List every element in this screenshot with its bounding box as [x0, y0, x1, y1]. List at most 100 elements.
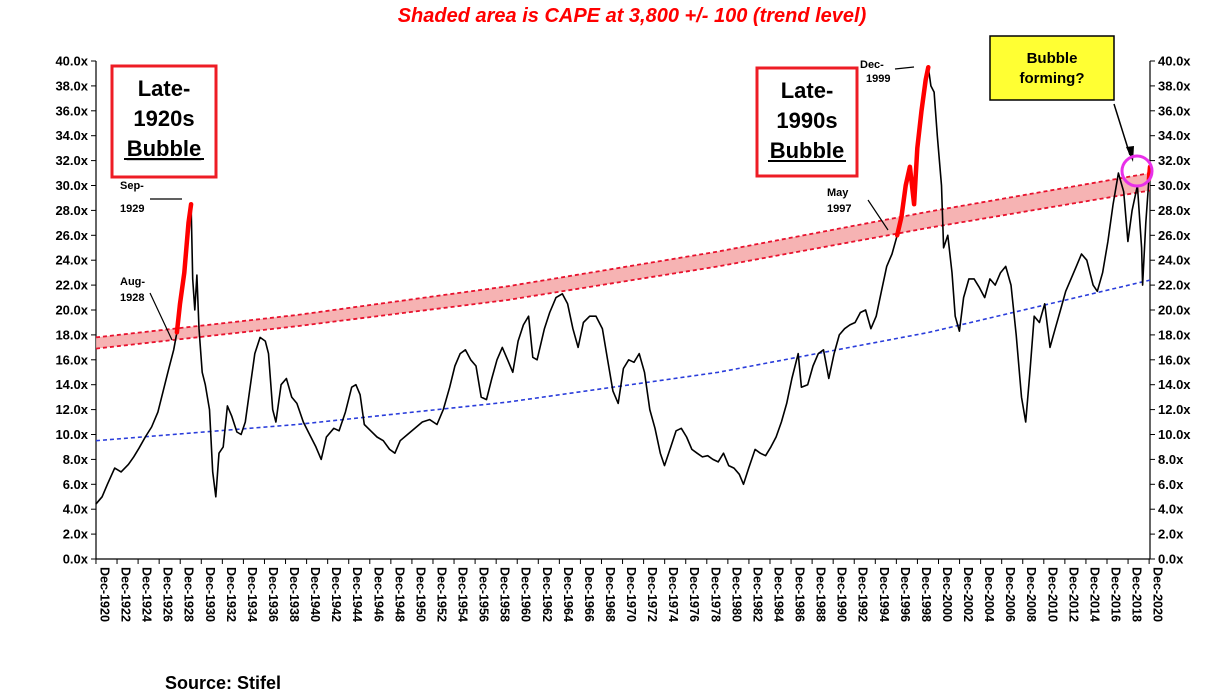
y-tick-label-left: 26.0x: [55, 228, 88, 243]
annotation-layer: Late- 1920s Bubble Late- 1990s Bubble Bu…: [110, 35, 1154, 341]
callout-bubble-forming: [989, 35, 1115, 101]
y-tick-label-right: 14.0x: [1158, 377, 1191, 392]
pointer-may1997: [867, 199, 889, 231]
y-tick-label-left: 22.0x: [55, 278, 88, 293]
y-tick-label-left: 18.0x: [55, 327, 88, 342]
x-tick-label: Dec-1980: [729, 567, 743, 622]
x-tick-label: Dec-1974: [666, 567, 680, 622]
label-sep1929-line2: 1929: [120, 203, 144, 215]
x-tick-label: Dec-2016: [1108, 567, 1122, 622]
y-tick-label-left: 32.0x: [55, 153, 88, 168]
x-tick-label: Dec-1990: [835, 567, 849, 622]
label-may1997-line1: May: [827, 187, 849, 199]
x-axis: Dec-1920 Dec-1922 Dec-1924 Dec-1926 Dec-1928…: [95, 558, 1165, 622]
y-tick-label-left: 8.0x: [63, 452, 89, 467]
x-tick-label: Dec-1994: [877, 567, 891, 622]
x-tick-label: Dec-1956: [477, 567, 491, 622]
x-tick-label: Dec-1920: [97, 567, 111, 622]
x-tick-label: Dec-1966: [582, 567, 596, 622]
y-tick-label-right: 40.0x: [1158, 54, 1191, 69]
x-tick-label: Dec-1948: [392, 567, 406, 622]
y-tick-label-left: 20.0x: [55, 303, 88, 318]
y-tick-label-left: 6.0x: [63, 477, 89, 492]
pointer-dec1999: [894, 66, 915, 70]
x-tick-label: Dec-1936: [266, 567, 280, 622]
x-tick-label: Dec-1950: [413, 567, 427, 622]
highlight-circle: [1120, 154, 1154, 188]
label-sep1929-line1: Sep-: [120, 180, 144, 192]
band-upper-edge: [95, 172, 1151, 339]
y-tick-label-left: 16.0x: [55, 352, 88, 367]
y-tick-label-left: 2.0x: [63, 527, 89, 542]
x-tick-label: Dec-1932: [224, 567, 238, 622]
x-tick-label: Dec-1922: [119, 567, 133, 622]
y-tick-label-right: 34.0x: [1158, 128, 1191, 143]
label-dec1999-line2: 1999: [866, 73, 890, 85]
y-tick-label-right: 12.0x: [1158, 402, 1191, 417]
y-tick-label-right: 36.0x: [1158, 103, 1191, 118]
y-tick-label-right: 4.0x: [1158, 502, 1184, 517]
y-tick-label-left: 40.0x: [55, 54, 88, 69]
y-tick-label-right: 10.0x: [1158, 427, 1191, 442]
box-1920s-line1: Late-: [138, 76, 191, 101]
callout-arrow-line: [1113, 103, 1131, 156]
x-tick-label: Dec-1964: [561, 567, 575, 622]
pointer-aug1928: [149, 292, 173, 341]
x-tick-label: Dec-2014: [1087, 567, 1101, 622]
x-tick-label: Dec-2010: [1045, 567, 1059, 622]
y-tick-label-left: 12.0x: [55, 402, 88, 417]
x-tick-label: Dec-1978: [708, 567, 722, 622]
y-tick-label-left: 38.0x: [55, 78, 88, 93]
x-tick-label: Dec-2012: [1066, 567, 1080, 622]
bubble-highlight-segment: [894, 64, 931, 238]
box-1990s-line2: 1990s: [776, 108, 837, 133]
x-tick-label: Dec-1986: [793, 567, 807, 622]
x-tick-label: Dec-1992: [856, 567, 870, 622]
x-tick-label: Dec-1998: [919, 567, 933, 622]
x-tick-label: Dec-1946: [371, 567, 385, 622]
y-tick-label-right: 38.0x: [1158, 78, 1191, 93]
y-tick-label-left: 4.0x: [63, 502, 89, 517]
label-may1997-line2: 1997: [827, 203, 851, 215]
x-tick-label: Dec-1924: [140, 567, 154, 622]
label-aug1928-line1: Aug-: [120, 276, 145, 288]
x-tick-label: Dec-1982: [750, 567, 764, 622]
cape-series-line: [95, 66, 1151, 505]
x-tick-label: Dec-1970: [624, 567, 638, 622]
y-tick-label-right: 18.0x: [1158, 327, 1191, 342]
x-tick-label: Dec-1984: [771, 567, 785, 622]
x-tick-label: Dec-2018: [1130, 567, 1144, 622]
x-tick-label: Dec-1934: [245, 567, 259, 622]
x-tick-label: Dec-2020: [1151, 567, 1165, 622]
x-tick-label: Dec-1938: [287, 567, 301, 622]
x-tick-label: Dec-1954: [456, 567, 470, 622]
y-tick-label-right: 32.0x: [1158, 153, 1191, 168]
y-tick-label-left: 34.0x: [55, 128, 88, 143]
series-layer: [95, 66, 1151, 505]
x-tick-label: Dec-1962: [540, 567, 554, 622]
x-tick-label: Dec-1952: [434, 567, 448, 622]
x-tick-label: Dec-1926: [161, 567, 175, 622]
y-tick-label-left: 10.0x: [55, 427, 88, 442]
x-tick-label: Dec-1988: [814, 567, 828, 622]
source-note: Source: Stifel: [165, 673, 282, 693]
x-tick-label: Dec-1942: [329, 567, 343, 622]
x-tick-label: Dec-1944: [350, 567, 364, 622]
box-1920s-line2: 1920s: [133, 106, 194, 131]
x-tick-label: Dec-2002: [961, 567, 975, 622]
label-dec1999-line1: Dec-: [860, 59, 884, 71]
callout-line2: forming?: [1020, 70, 1085, 87]
callout-line1: Bubble: [1027, 50, 1078, 67]
x-tick-label: Dec-2006: [1003, 567, 1017, 622]
trend-band: [95, 172, 1151, 350]
y-tick-label-left: 0.0x: [63, 552, 89, 567]
y-tick-label-right: 30.0x: [1158, 178, 1191, 193]
y-tick-label-left: 28.0x: [55, 203, 88, 218]
y-tick-label-right: 8.0x: [1158, 452, 1184, 467]
box-1990s-line1: Late-: [781, 78, 834, 103]
band-area: [96, 173, 1150, 349]
y-tick-label-left: 36.0x: [55, 103, 88, 118]
y-tick-label-right: 26.0x: [1158, 228, 1191, 243]
